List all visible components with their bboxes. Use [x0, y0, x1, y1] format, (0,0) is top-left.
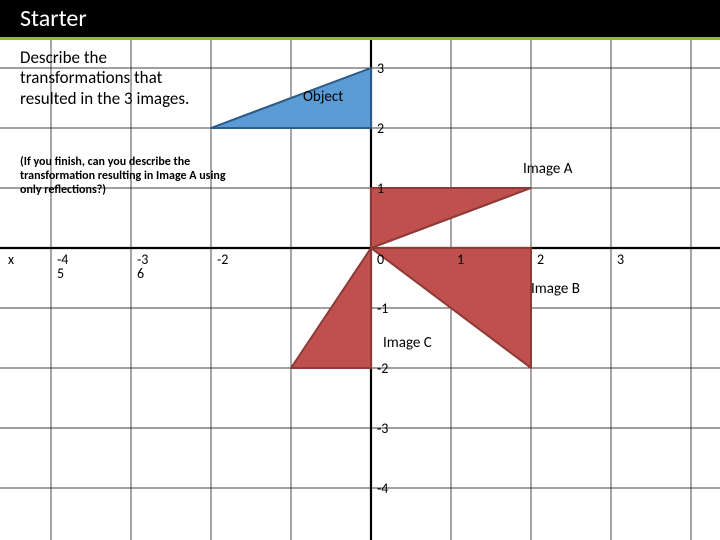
svg-text:Image C: Image C — [383, 334, 432, 352]
svg-text:2: 2 — [537, 251, 544, 268]
slide-title: Starter — [20, 4, 87, 33]
svg-text:Object: Object — [303, 88, 343, 106]
svg-text:1: 1 — [457, 251, 464, 268]
svg-text:-1: -1 — [377, 300, 388, 317]
svg-text:-4: -4 — [377, 480, 388, 497]
svg-text:2: 2 — [377, 120, 384, 137]
svg-text:-3: -3 — [377, 420, 388, 437]
svg-text:3: 3 — [617, 251, 624, 268]
svg-text:Image B: Image B — [531, 280, 580, 298]
svg-text:3: 3 — [377, 60, 384, 77]
svg-text:x: x — [8, 251, 14, 268]
svg-text:0: 0 — [377, 251, 384, 268]
svg-text:1: 1 — [377, 180, 384, 197]
svg-text:-36: -36 — [137, 251, 148, 282]
svg-text:-2: -2 — [377, 360, 388, 377]
slide-header: Starter — [0, 0, 720, 40]
svg-text:-45: -45 — [57, 251, 68, 282]
svg-text:Image A: Image A — [523, 160, 573, 178]
coordinate-grid: ObjectImage AImage BImage C321-1-2-3-4-5… — [0, 40, 720, 540]
svg-text:-2: -2 — [217, 251, 228, 268]
